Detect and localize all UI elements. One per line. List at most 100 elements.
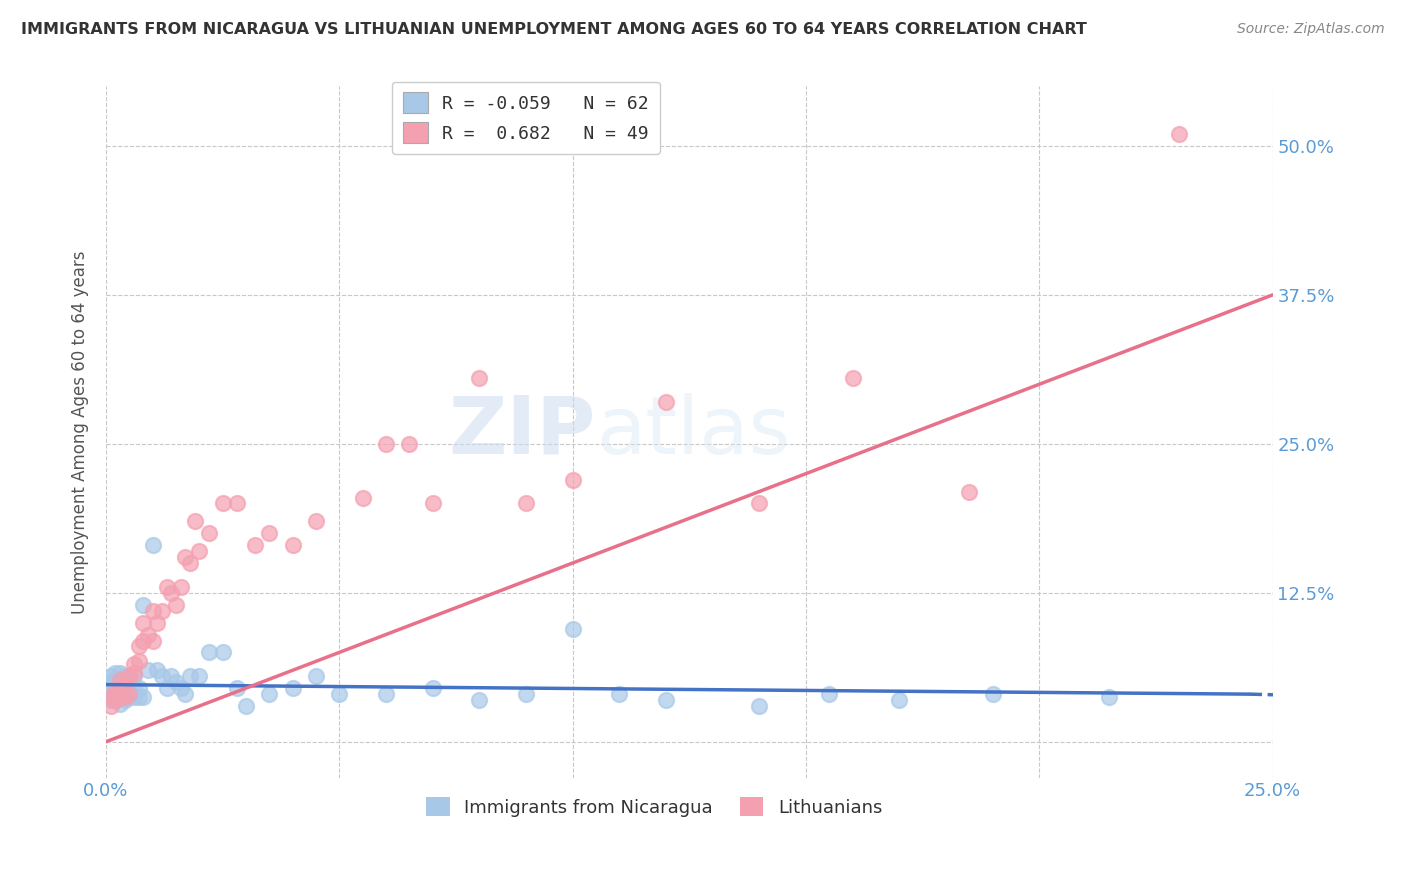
Point xyxy=(165,598,187,612)
Point xyxy=(122,681,145,696)
Point xyxy=(655,395,678,409)
Point xyxy=(132,598,155,612)
Point xyxy=(398,437,420,451)
Point xyxy=(748,699,770,714)
Text: atlas: atlas xyxy=(596,393,790,471)
Point xyxy=(1098,690,1121,704)
Point xyxy=(889,693,911,707)
Point xyxy=(118,690,141,704)
Point xyxy=(160,669,183,683)
Point xyxy=(245,538,267,552)
Point xyxy=(118,687,141,701)
Point xyxy=(142,604,165,618)
Point xyxy=(100,687,122,701)
Point xyxy=(128,681,150,696)
Point xyxy=(128,690,150,704)
Point xyxy=(841,371,863,385)
Point xyxy=(118,669,141,683)
Legend: Immigrants from Nicaragua, Lithuanians: Immigrants from Nicaragua, Lithuanians xyxy=(419,789,890,824)
Point xyxy=(114,681,136,696)
Point xyxy=(122,665,145,680)
Point xyxy=(818,687,841,701)
Point xyxy=(607,687,630,701)
Point xyxy=(155,580,177,594)
Point xyxy=(169,681,191,696)
Point xyxy=(132,615,155,630)
Point xyxy=(108,675,131,690)
Point xyxy=(104,693,127,707)
Point xyxy=(748,496,770,510)
Point xyxy=(108,673,131,687)
Point xyxy=(211,645,233,659)
Point xyxy=(174,687,197,701)
Point xyxy=(352,491,374,505)
Point xyxy=(211,496,233,510)
Y-axis label: Unemployment Among Ages 60 to 64 years: Unemployment Among Ages 60 to 64 years xyxy=(72,251,89,614)
Point xyxy=(957,484,980,499)
Point xyxy=(108,690,131,704)
Point xyxy=(655,693,678,707)
Point xyxy=(108,697,131,711)
Text: IMMIGRANTS FROM NICARAGUA VS LITHUANIAN UNEMPLOYMENT AMONG AGES 60 TO 64 YEARS C: IMMIGRANTS FROM NICARAGUA VS LITHUANIAN … xyxy=(21,22,1087,37)
Point xyxy=(136,627,159,641)
Point xyxy=(132,633,155,648)
Point xyxy=(104,677,127,691)
Point xyxy=(188,669,211,683)
Text: Source: ZipAtlas.com: Source: ZipAtlas.com xyxy=(1237,22,1385,37)
Point xyxy=(114,687,136,701)
Point xyxy=(114,669,136,683)
Point xyxy=(422,496,444,510)
Point xyxy=(146,615,169,630)
Point xyxy=(160,586,183,600)
Point xyxy=(114,690,136,704)
Point xyxy=(179,556,201,570)
Point xyxy=(128,654,150,668)
Point xyxy=(122,657,145,672)
Point xyxy=(197,645,219,659)
Point xyxy=(468,693,491,707)
Point xyxy=(257,687,280,701)
Point xyxy=(122,669,145,683)
Point xyxy=(169,580,191,594)
Point xyxy=(257,526,280,541)
Point xyxy=(122,690,145,704)
Point xyxy=(281,681,304,696)
Point xyxy=(118,677,141,691)
Point xyxy=(1168,127,1191,141)
Point xyxy=(155,681,177,696)
Point xyxy=(374,437,396,451)
Point xyxy=(108,690,131,704)
Point xyxy=(174,550,197,565)
Point xyxy=(561,473,583,487)
Point xyxy=(100,675,122,690)
Point xyxy=(468,371,491,385)
Point xyxy=(100,699,122,714)
Point xyxy=(100,690,122,704)
Point xyxy=(146,663,169,677)
Point xyxy=(114,677,136,691)
Point xyxy=(235,699,257,714)
Point xyxy=(104,673,127,687)
Point xyxy=(136,663,159,677)
Point xyxy=(118,669,141,683)
Point xyxy=(104,690,127,704)
Point xyxy=(981,687,1004,701)
Point xyxy=(305,514,328,528)
Point xyxy=(515,687,537,701)
Point xyxy=(118,685,141,699)
Point xyxy=(150,669,173,683)
Point xyxy=(114,693,136,707)
Point xyxy=(104,685,127,699)
Point xyxy=(188,544,211,558)
Point xyxy=(183,514,205,528)
Point xyxy=(328,687,350,701)
Point xyxy=(142,633,165,648)
Point xyxy=(515,496,537,510)
Point xyxy=(179,669,201,683)
Point xyxy=(374,687,396,701)
Point xyxy=(197,526,219,541)
Point xyxy=(108,682,131,697)
Point xyxy=(108,665,131,680)
Point xyxy=(100,693,122,707)
Point xyxy=(150,604,173,618)
